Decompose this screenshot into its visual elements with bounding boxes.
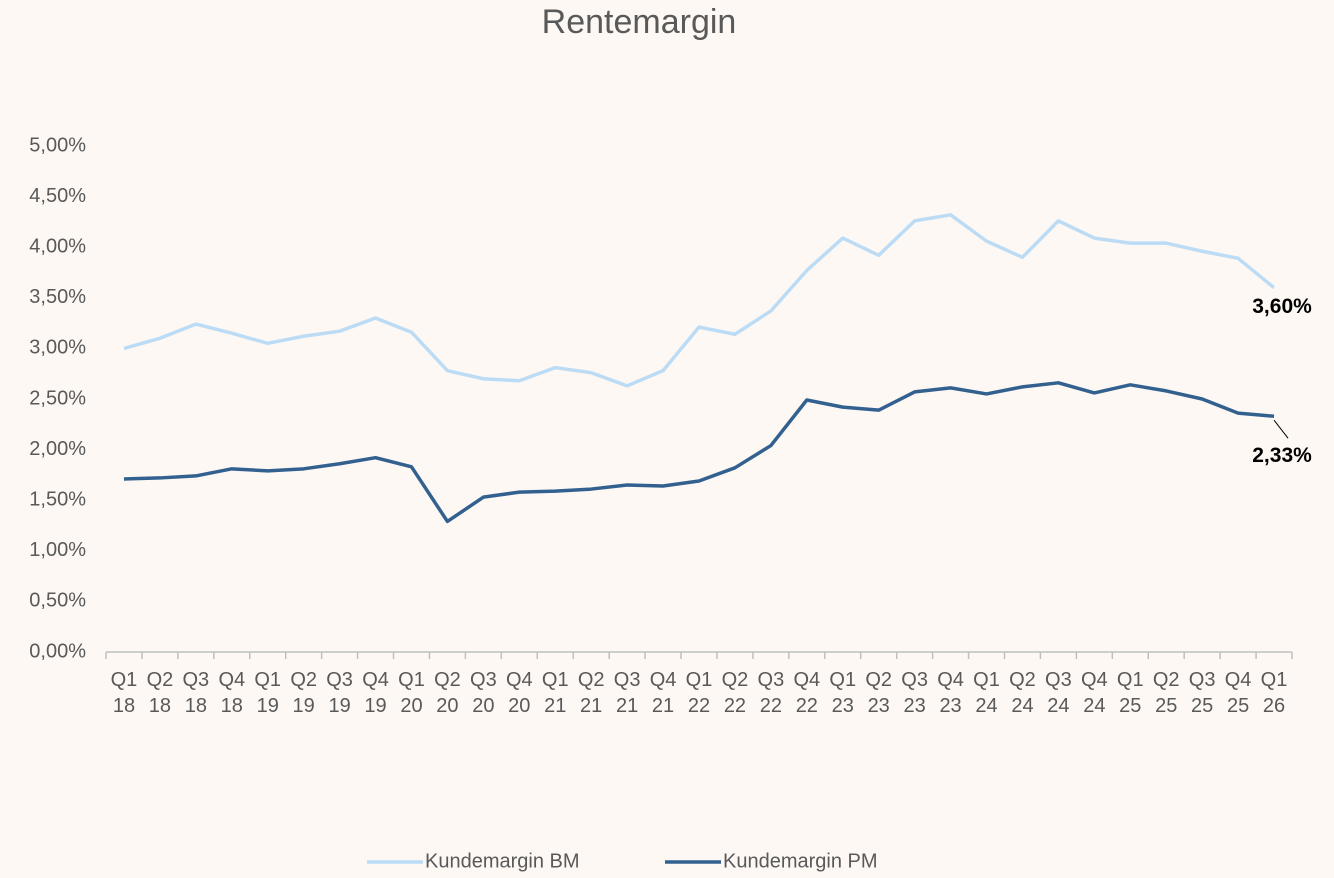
x-tick-label: Q4 25: [1224, 669, 1252, 717]
x-tick-label: Q3 23: [901, 669, 928, 717]
legend-label: Kundemargin PM: [723, 850, 878, 872]
x-tick-label: Q1 20: [398, 669, 425, 717]
x-tick-label: Q2 21: [577, 669, 605, 717]
x-tick-label: Q2 24: [1009, 669, 1036, 717]
legend-label: Kundemargin BM: [425, 850, 580, 872]
x-tick-label: Q3 19: [326, 669, 353, 717]
x-tick-label: Q1 26: [1260, 669, 1288, 717]
y-tick-label: 0,00%: [29, 640, 86, 662]
chart-title: Rentemargin: [542, 3, 737, 41]
x-tick-label: Q2 25: [1152, 669, 1180, 717]
x-tick-label: Q1 19: [254, 669, 282, 717]
y-tick-label: 4,00%: [29, 235, 86, 257]
x-tick-label: Q4 18: [218, 669, 246, 717]
y-tick-label: 1,00%: [29, 539, 86, 561]
y-tick-label: 2,00%: [29, 438, 86, 460]
x-tick-label: Q4 22: [793, 669, 821, 717]
x-tick-label: Q1 22: [685, 669, 713, 717]
y-tick-label: 5,00%: [29, 134, 86, 156]
x-tick-label: Q3 25: [1188, 669, 1216, 717]
x-tick-label: Q1 25: [1116, 669, 1144, 717]
y-tick-label: 4,50%: [29, 185, 86, 207]
data-label: 2,33%: [1252, 444, 1312, 467]
y-tick-label: 1,50%: [29, 488, 86, 510]
x-tick-label: Q3 18: [182, 669, 210, 717]
x-tick-label: Q2 18: [146, 669, 174, 717]
x-tick-label: Q1 23: [829, 669, 857, 717]
x-tick-label: Q4 21: [649, 669, 677, 717]
x-tick-label: Q3 22: [757, 669, 785, 717]
x-tick-label: Q4 19: [362, 669, 389, 717]
y-tick-label: 0,50%: [29, 590, 86, 612]
y-tick-label: 3,00%: [29, 337, 86, 359]
x-tick-label: Q4 24: [1080, 669, 1108, 717]
line-series: [123, 213, 1276, 388]
x-tick-label: Q3 21: [613, 669, 641, 717]
y-tick-label: 2,50%: [29, 387, 86, 409]
data-label: 3,60%: [1252, 295, 1312, 318]
y-tick-label: 3,50%: [29, 286, 86, 308]
x-tick-label: Q3 24: [1045, 669, 1072, 717]
x-tick-label: Q2 23: [865, 669, 893, 717]
x-tick-label: Q2 22: [721, 669, 749, 717]
x-tick-label: Q4 20: [505, 669, 533, 717]
x-tick-label: Q2 19: [290, 669, 317, 717]
leader-line: [1273, 419, 1289, 439]
x-tick-label: Q1 18: [110, 669, 138, 717]
x-tick-label: Q2 20: [434, 669, 461, 717]
x-tick-label: Q1 24: [973, 669, 1000, 717]
line-series: [123, 381, 1275, 524]
x-tick-label: Q1 21: [541, 669, 569, 717]
x-tick-label: Q4 23: [937, 669, 964, 717]
x-tick-label: Q3 20: [470, 669, 497, 717]
